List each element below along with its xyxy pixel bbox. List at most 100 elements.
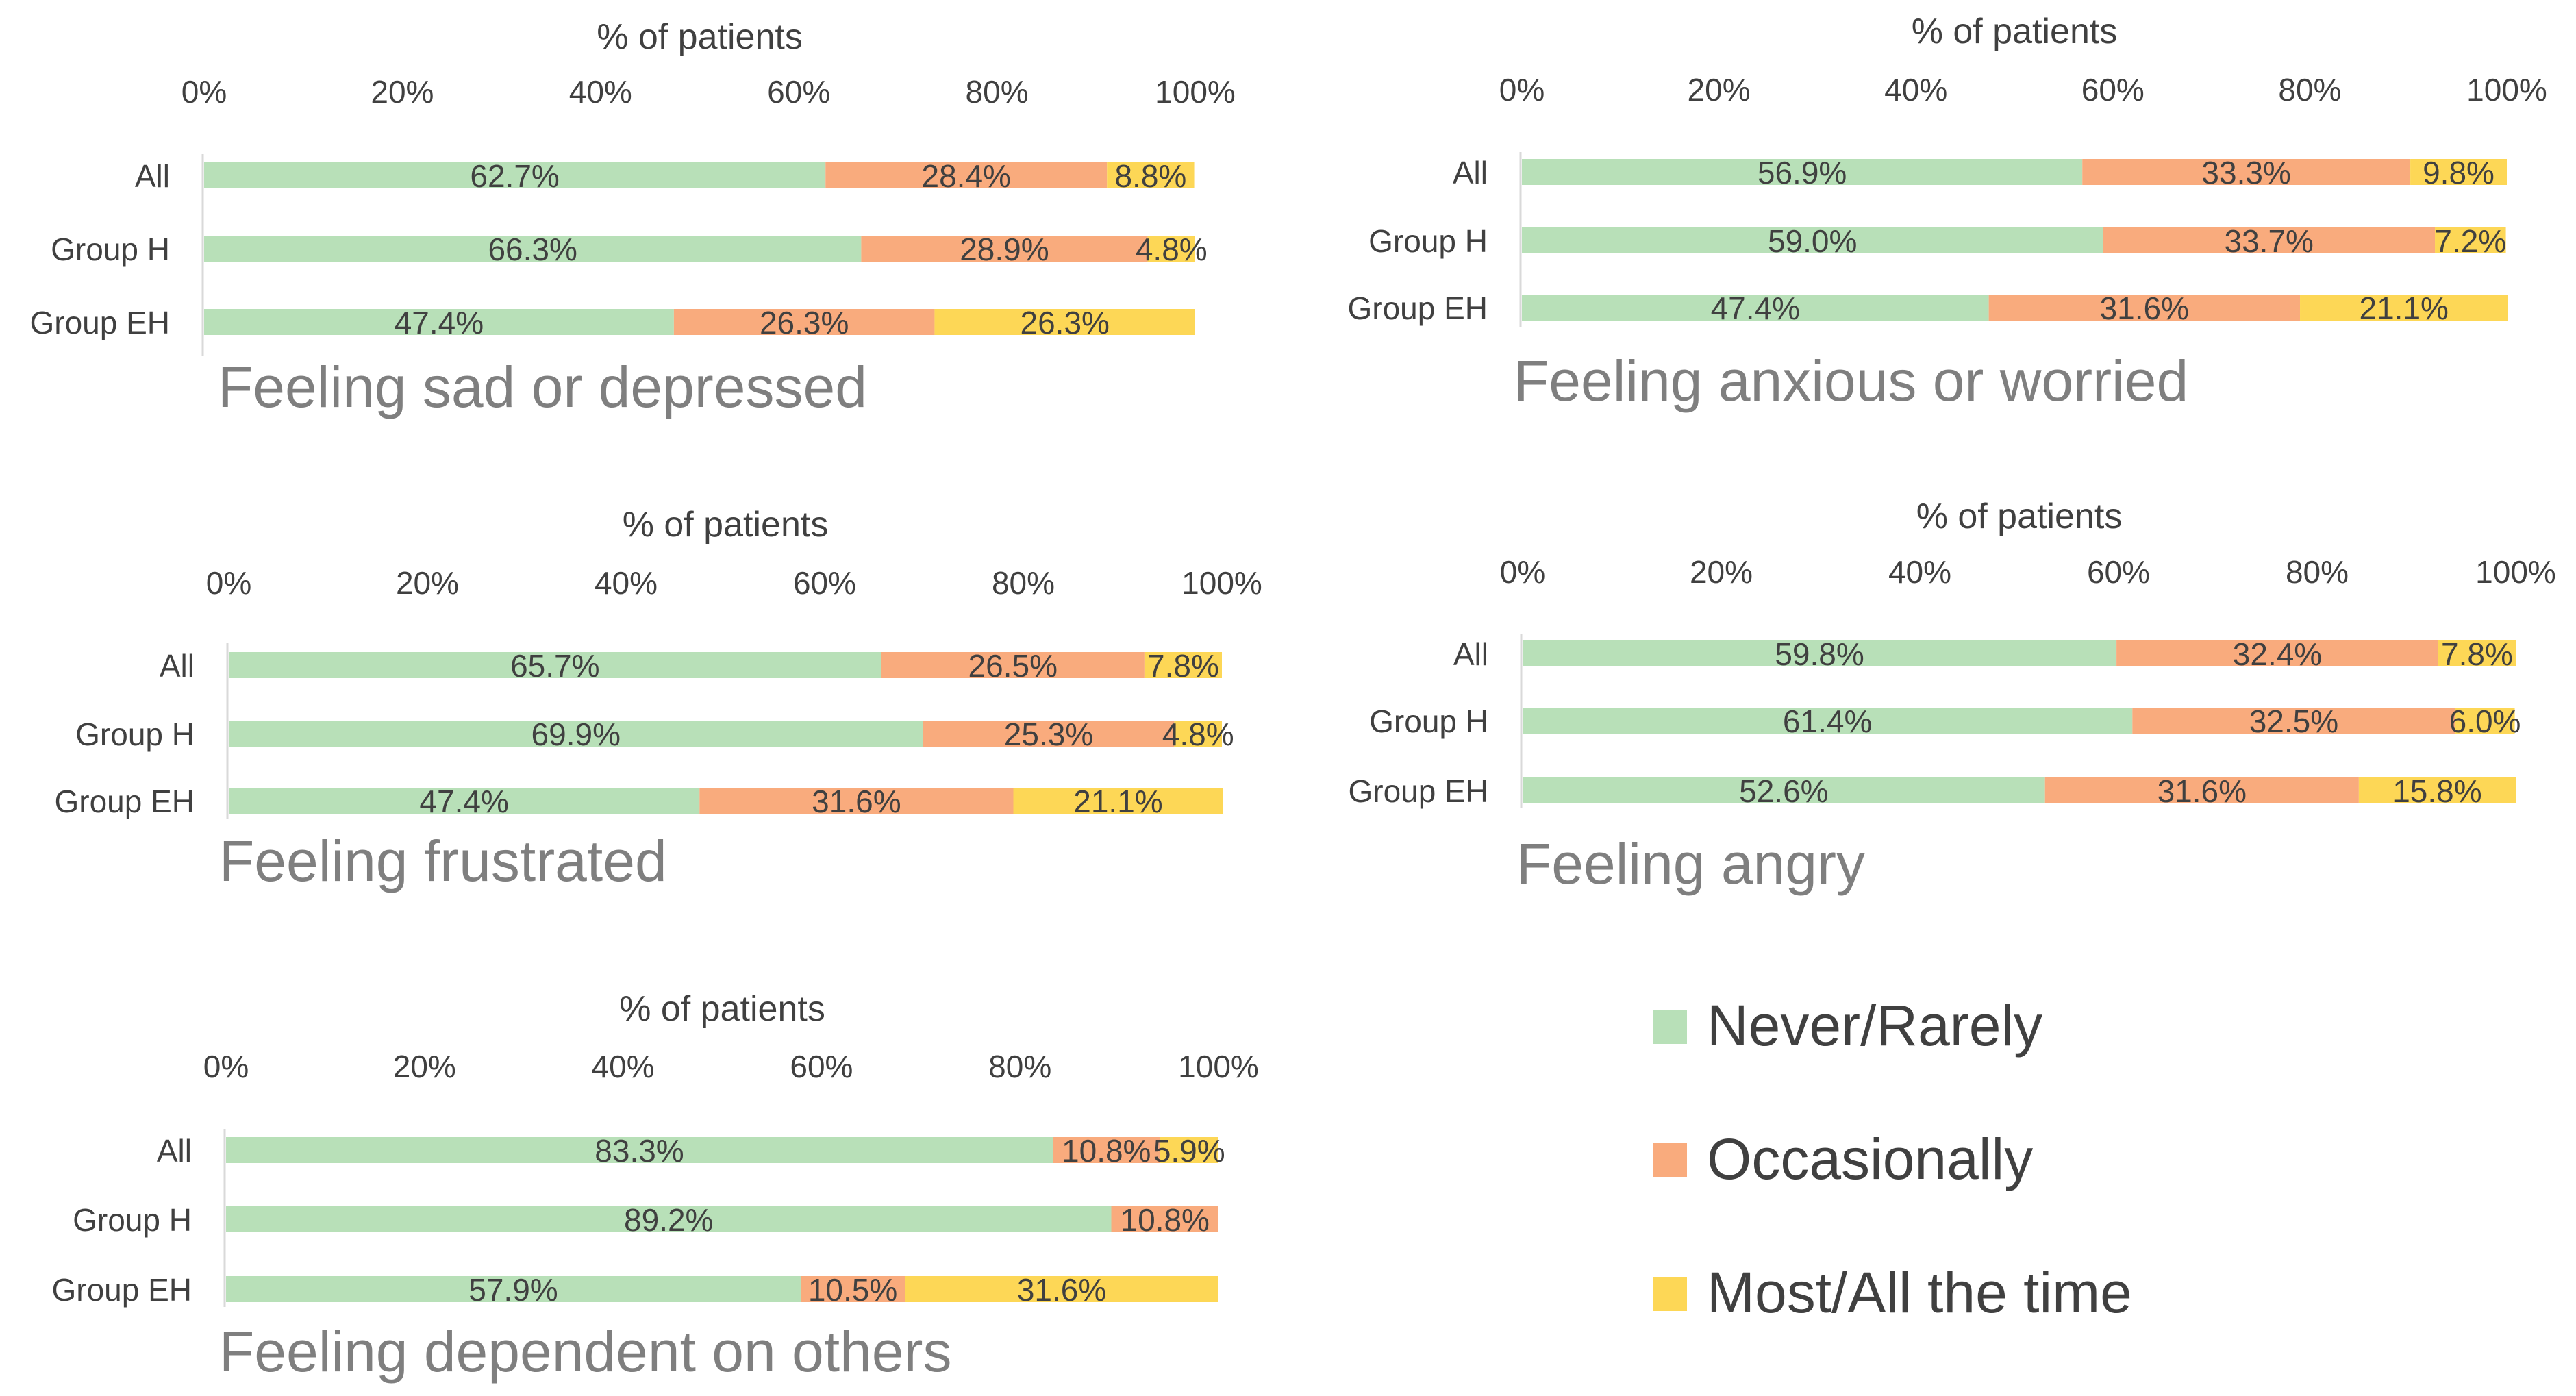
x-tick-label: 40% <box>569 74 632 110</box>
x-tick-label: 100% <box>2475 554 2556 590</box>
data-label: 47.4% <box>1711 290 1800 326</box>
bar-segment <box>1107 162 1195 188</box>
data-label: 7.8% <box>2441 636 2513 672</box>
category-label: Group EH <box>51 1272 192 1308</box>
bar-segment <box>2132 708 2455 734</box>
x-tick-label: 100% <box>1155 74 1236 110</box>
bar-segment <box>2082 159 2411 185</box>
data-label: 52.6% <box>1739 773 1828 809</box>
x-tick-label: 40% <box>1884 72 1947 108</box>
bar-segment <box>1988 295 2301 321</box>
bar-segment <box>861 236 1148 262</box>
data-label: 32.4% <box>2233 636 2322 672</box>
x-axis-label: % of patients <box>597 17 803 57</box>
x-tick-label: 0% <box>206 565 251 601</box>
x-tick-label: 20% <box>371 74 434 110</box>
x-tick-label: 80% <box>992 565 1055 601</box>
legend-swatch <box>1653 1010 1687 1044</box>
chart-title: Feeling angry <box>1516 832 1865 896</box>
data-label: 66.3% <box>488 232 577 267</box>
data-label: 31.6% <box>2100 290 2189 326</box>
data-label: 33.3% <box>2201 155 2290 190</box>
bar-segment <box>2435 227 2506 253</box>
category-label: All <box>1453 155 1488 190</box>
x-axis-label: % of patients <box>623 505 829 545</box>
chart-title: Feeling sad or depressed <box>218 355 867 419</box>
x-tick-label: 100% <box>1178 1049 1259 1084</box>
chart-2: % of patients 0% 20% 40% 60% 80% 100% All 56.9% 3… <box>1347 12 2547 413</box>
bar-segment <box>2116 640 2438 666</box>
bar-segment <box>1160 1137 1218 1163</box>
bar-segment <box>905 1276 1218 1302</box>
category-label: Group EH <box>54 784 195 819</box>
x-tick-label: 100% <box>1181 565 1262 601</box>
bar-segment <box>1013 788 1223 814</box>
bar-segment <box>1522 159 2083 185</box>
bar-segment <box>1523 708 2133 734</box>
data-label: 26.3% <box>760 305 849 340</box>
bar-segment <box>881 652 1145 678</box>
data-label: 9.8% <box>2423 155 2494 190</box>
category-label: Group H <box>73 1202 192 1238</box>
chart-title: Feeling frustrated <box>219 829 667 893</box>
x-tick-label: 0% <box>1500 554 1545 590</box>
bar-segment <box>2438 640 2516 666</box>
category-label: Group H <box>1368 223 1488 259</box>
x-tick-label: 80% <box>2278 72 2341 108</box>
data-label: 57.9% <box>468 1272 558 1308</box>
bar-segment <box>699 788 1014 814</box>
data-label: 21.1% <box>2360 290 2449 326</box>
bar-segment <box>923 721 1175 747</box>
legend-item: Occasionally <box>1653 1127 2033 1191</box>
x-tick-label: 20% <box>1690 554 1753 590</box>
data-label: 7.8% <box>1147 648 1219 684</box>
x-tick-label: 20% <box>396 565 459 601</box>
bar-segment <box>229 652 881 678</box>
x-tick-label: 40% <box>592 1049 655 1084</box>
bar-segment <box>1111 1206 1218 1232</box>
bar-segment <box>1523 640 2117 666</box>
x-tick-label: 40% <box>595 565 658 601</box>
data-label: 10.5% <box>808 1272 897 1308</box>
data-label: 15.8% <box>2392 773 2481 809</box>
data-label: 8.8% <box>1114 158 1186 194</box>
data-label: 31.6% <box>2158 773 2247 809</box>
data-label: 61.4% <box>1783 703 1872 739</box>
data-label: 33.7% <box>2225 223 2314 259</box>
legend-label: Most/All the time <box>1707 1260 2132 1325</box>
bar-segment <box>1147 236 1195 262</box>
bar-segment <box>1522 295 1989 321</box>
chart-title: Feeling dependent on others <box>219 1319 951 1384</box>
data-label: 5.9% <box>1153 1133 1225 1169</box>
category-label: Group EH <box>29 305 170 340</box>
bar-segment <box>934 309 1195 335</box>
bar-segment <box>1174 721 1222 747</box>
x-tick-label: 60% <box>767 74 830 110</box>
data-label: 59.8% <box>1775 636 1864 672</box>
bar-segment <box>673 309 935 335</box>
bar-segment <box>2103 227 2436 253</box>
legend-item: Most/All the time <box>1653 1260 2132 1325</box>
chart-1: % of patients 0% 20% 40% 60% 80% 100% All 62.7% 2… <box>29 17 1235 419</box>
legend: Never/Rarely Occasionally Most/All the tim… <box>1653 993 2132 1325</box>
x-tick-label: 20% <box>1688 72 1751 108</box>
data-label: 89.2% <box>624 1202 713 1238</box>
data-label: 62.7% <box>470 158 559 194</box>
legend-item: Never/Rarely <box>1653 993 2042 1058</box>
category-label: All <box>160 648 195 684</box>
data-label: 69.9% <box>532 716 621 752</box>
x-tick-label: 60% <box>790 1049 853 1084</box>
category-label: Group H <box>1369 703 1488 739</box>
bar-segment <box>229 721 923 747</box>
bar-segment <box>1523 777 2045 803</box>
category-label: Group EH <box>1348 773 1488 809</box>
bar-segment <box>1144 652 1222 678</box>
data-label: 10.8% <box>1121 1202 1210 1238</box>
chart-4: % of patients 0% 20% 40% 60% 80% 100% All 59.8% 3… <box>1348 497 2555 896</box>
data-label: 10.8% <box>1062 1133 1151 1169</box>
x-tick-label: 0% <box>182 74 227 110</box>
data-label: 59.0% <box>1768 223 1857 259</box>
x-axis-label: % of patients <box>1916 497 2123 536</box>
bar-segment <box>229 788 700 814</box>
bar-segment <box>226 1276 801 1302</box>
